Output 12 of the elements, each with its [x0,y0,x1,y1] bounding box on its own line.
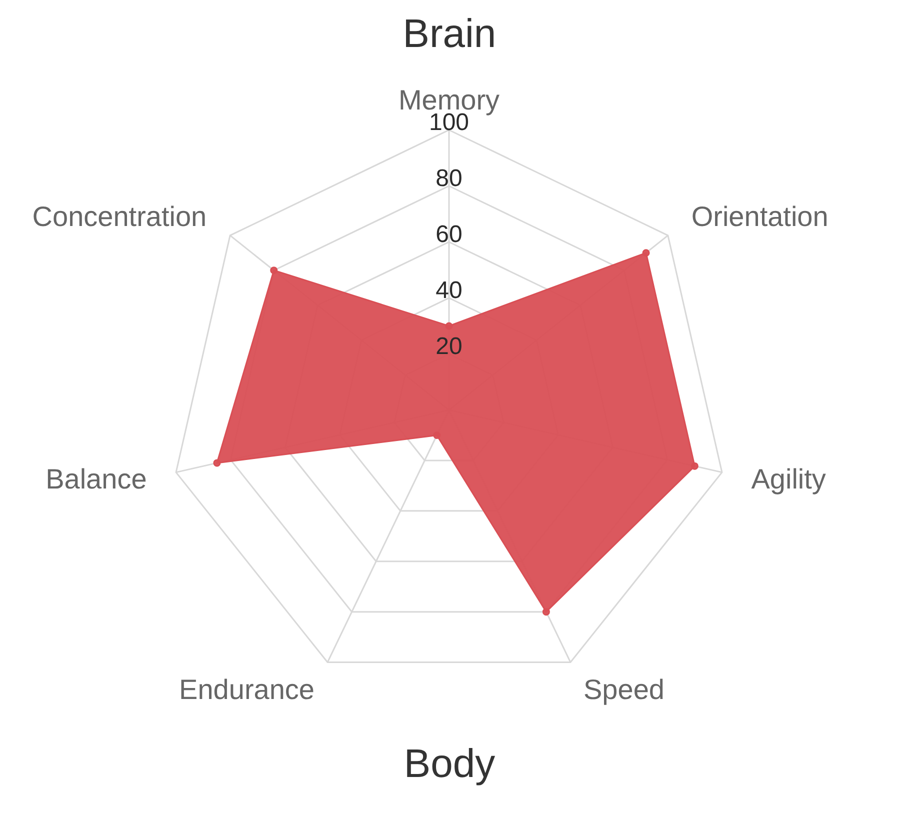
spoke-label: Speed [584,674,664,705]
text: Body [402,741,496,788]
spoke-label: Endurance [179,674,314,705]
spoke-label: Balance [46,463,147,494]
y-tick-label: 60 [436,221,462,248]
y-tick-label: 40 [436,277,462,304]
spoke-label: Concentration [32,201,207,232]
y-tick-label: 20 [436,333,462,360]
chart-title: Brain [402,11,498,58]
spoke-label: Agility [751,463,826,494]
y-tick-label: 80 [436,165,462,192]
spoke-label: Orientation [691,201,828,232]
